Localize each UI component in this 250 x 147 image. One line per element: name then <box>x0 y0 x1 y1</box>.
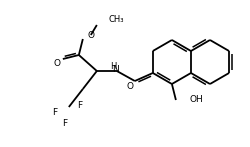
Text: N: N <box>112 65 119 74</box>
Text: H: H <box>109 61 116 71</box>
Text: F: F <box>52 107 57 117</box>
Text: OH: OH <box>189 96 203 105</box>
Text: F: F <box>76 101 82 110</box>
Text: CH₃: CH₃ <box>108 15 124 24</box>
Text: O: O <box>126 81 133 91</box>
Text: O: O <box>53 59 60 67</box>
Text: F: F <box>62 118 67 127</box>
Text: O: O <box>87 30 94 40</box>
